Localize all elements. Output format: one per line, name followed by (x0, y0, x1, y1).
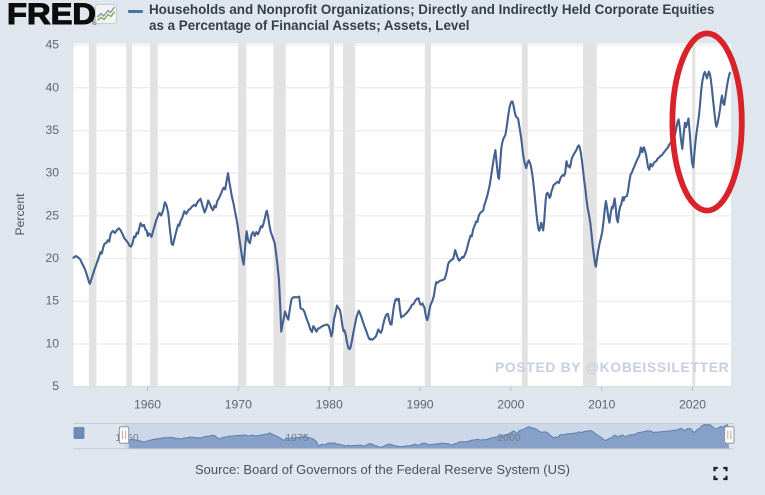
svg-text:2020: 2020 (679, 398, 706, 412)
svg-text:15: 15 (45, 294, 59, 308)
svg-text:35: 35 (45, 123, 59, 137)
svg-text:1980: 1980 (316, 398, 343, 412)
svg-text:POSTED BY @KOBEISSILETTER: POSTED BY @KOBEISSILETTER (495, 360, 729, 375)
svg-text:45: 45 (45, 38, 59, 52)
svg-text:20: 20 (45, 251, 59, 265)
svg-text:1990: 1990 (406, 398, 433, 412)
svg-text:2000: 2000 (497, 432, 521, 444)
svg-text:1970: 1970 (225, 398, 252, 412)
svg-text:1960: 1960 (134, 398, 161, 412)
svg-text:5: 5 (52, 379, 59, 393)
svg-text:1975: 1975 (285, 432, 309, 444)
svg-text:2000: 2000 (497, 398, 524, 412)
svg-text:30: 30 (45, 166, 59, 180)
svg-text:40: 40 (45, 80, 59, 94)
svg-text:10: 10 (45, 336, 59, 350)
svg-text:2010: 2010 (588, 398, 615, 412)
svg-text:Percent: Percent (13, 193, 27, 236)
svg-text:25: 25 (45, 208, 59, 222)
